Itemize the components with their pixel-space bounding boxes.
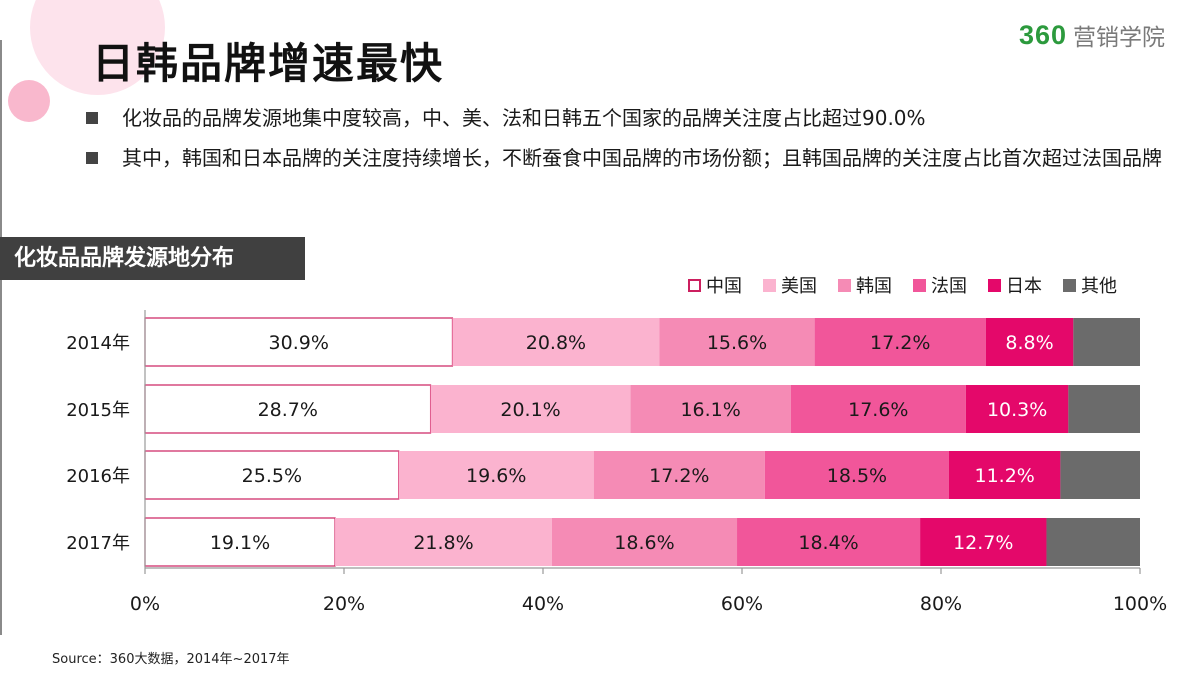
bar-segment — [737, 518, 921, 566]
data-label: 15.6% — [707, 332, 767, 354]
category-label: 2016年 — [66, 466, 130, 487]
logo-number: 360 — [1018, 19, 1067, 50]
data-label: 18.4% — [798, 532, 858, 554]
brand-logo: 360 营销学院 — [1019, 18, 1165, 52]
bar-segment — [790, 385, 966, 433]
x-tick-label: 0% — [130, 593, 160, 615]
data-label: 25.5% — [242, 465, 302, 487]
bullet-item: 其中，韩国和日本品牌的关注度持续增长，不断蚕食中国品牌的市场份额；且韩国品牌的关… — [86, 138, 1186, 178]
legend-label: 其他 — [1081, 276, 1117, 297]
decor-circle-small — [8, 80, 50, 122]
data-label: 21.8% — [413, 532, 473, 554]
data-label: 16.1% — [680, 399, 740, 421]
source-note: Source：360大数据，2014年~2017年 — [52, 652, 290, 667]
bar-segment — [335, 518, 552, 566]
page-title: 日韩品牌增速最快 — [92, 39, 445, 88]
bar-segment — [593, 451, 765, 499]
legend-swatch — [913, 278, 926, 292]
data-label: 10.3% — [987, 399, 1047, 421]
bar-segment — [764, 451, 949, 499]
bullet-text: 化妆品的品牌发源地集中度较高，中、美、法和日韩五个国家的品牌关注度占比超过90.… — [122, 106, 926, 130]
bar-segment — [1073, 318, 1140, 366]
data-label: 17.2% — [649, 465, 709, 487]
legend-label: 法国 — [931, 276, 967, 297]
x-tick-label: 40% — [522, 593, 564, 615]
bar-segment — [452, 318, 660, 366]
data-label: 11.2% — [975, 465, 1035, 487]
bar-segment — [1068, 385, 1140, 433]
x-tick-label: 20% — [323, 593, 365, 615]
data-label: 20.1% — [500, 399, 560, 421]
category-label: 2017年 — [66, 533, 130, 554]
bar-segment — [920, 518, 1047, 566]
category-label: 2015年 — [66, 400, 130, 421]
bar-segment — [430, 385, 631, 433]
legend-swatch — [688, 278, 701, 292]
bullet-text: 其中，韩国和日本品牌的关注度持续增长，不断蚕食中国品牌的市场份额；且韩国品牌的关… — [122, 146, 1162, 170]
data-label: 18.5% — [827, 465, 887, 487]
bar-segment — [814, 318, 986, 366]
bar-segment — [965, 385, 1069, 433]
bar-segment — [144, 450, 400, 500]
bar-segment — [551, 518, 738, 566]
legend-swatch — [838, 278, 851, 292]
bar-segment — [1060, 451, 1140, 499]
bar-segment — [985, 318, 1074, 366]
x-tick-label: 60% — [721, 593, 763, 615]
data-label: 17.6% — [848, 399, 908, 421]
data-label: 30.9% — [269, 332, 329, 354]
legend-swatch — [763, 278, 776, 292]
bar-segment — [1046, 518, 1140, 566]
bar-segment — [144, 317, 454, 367]
data-label: 17.2% — [870, 332, 930, 354]
bar-segment — [144, 517, 336, 567]
category-label: 2014年 — [66, 333, 130, 354]
data-label: 19.6% — [466, 465, 526, 487]
bar-segment — [948, 451, 1061, 499]
bullet-item: 化妆品的品牌发源地集中度较高，中、美、法和日韩五个国家的品牌关注度占比超过90.… — [86, 98, 1186, 138]
chart-legend: 中国 美国 韩国 法国 日本 其他 — [688, 274, 1117, 297]
bar-segment — [630, 385, 791, 433]
legend-label: 韩国 — [856, 276, 892, 297]
data-label: 20.8% — [526, 332, 586, 354]
bullet-list: 化妆品的品牌发源地集中度较高，中、美、法和日韩五个国家的品牌关注度占比超过90.… — [86, 98, 1186, 178]
data-label: 18.6% — [614, 532, 674, 554]
data-label: 12.7% — [953, 532, 1013, 554]
data-label: 8.8% — [1005, 332, 1053, 354]
x-tick-label: 80% — [920, 593, 962, 615]
legend-label: 中国 — [706, 276, 742, 297]
x-tick-label: 100% — [1113, 593, 1167, 615]
legend-swatch — [1063, 278, 1076, 292]
logo-text: 营销学院 — [1073, 25, 1165, 51]
left-border-rule — [0, 40, 2, 635]
legend-label: 日本 — [1006, 276, 1042, 297]
bar-segment — [659, 318, 815, 366]
data-label: 28.7% — [258, 399, 318, 421]
legend-label: 美国 — [781, 276, 817, 297]
bar-segment — [398, 451, 594, 499]
bar-segment — [144, 384, 432, 434]
bullet-square-icon — [86, 152, 98, 164]
data-label: 19.1% — [210, 532, 270, 554]
section-title: 化妆品品牌发源地分布 — [0, 237, 305, 280]
bullet-square-icon — [86, 112, 98, 124]
legend-swatch — [988, 278, 1001, 292]
